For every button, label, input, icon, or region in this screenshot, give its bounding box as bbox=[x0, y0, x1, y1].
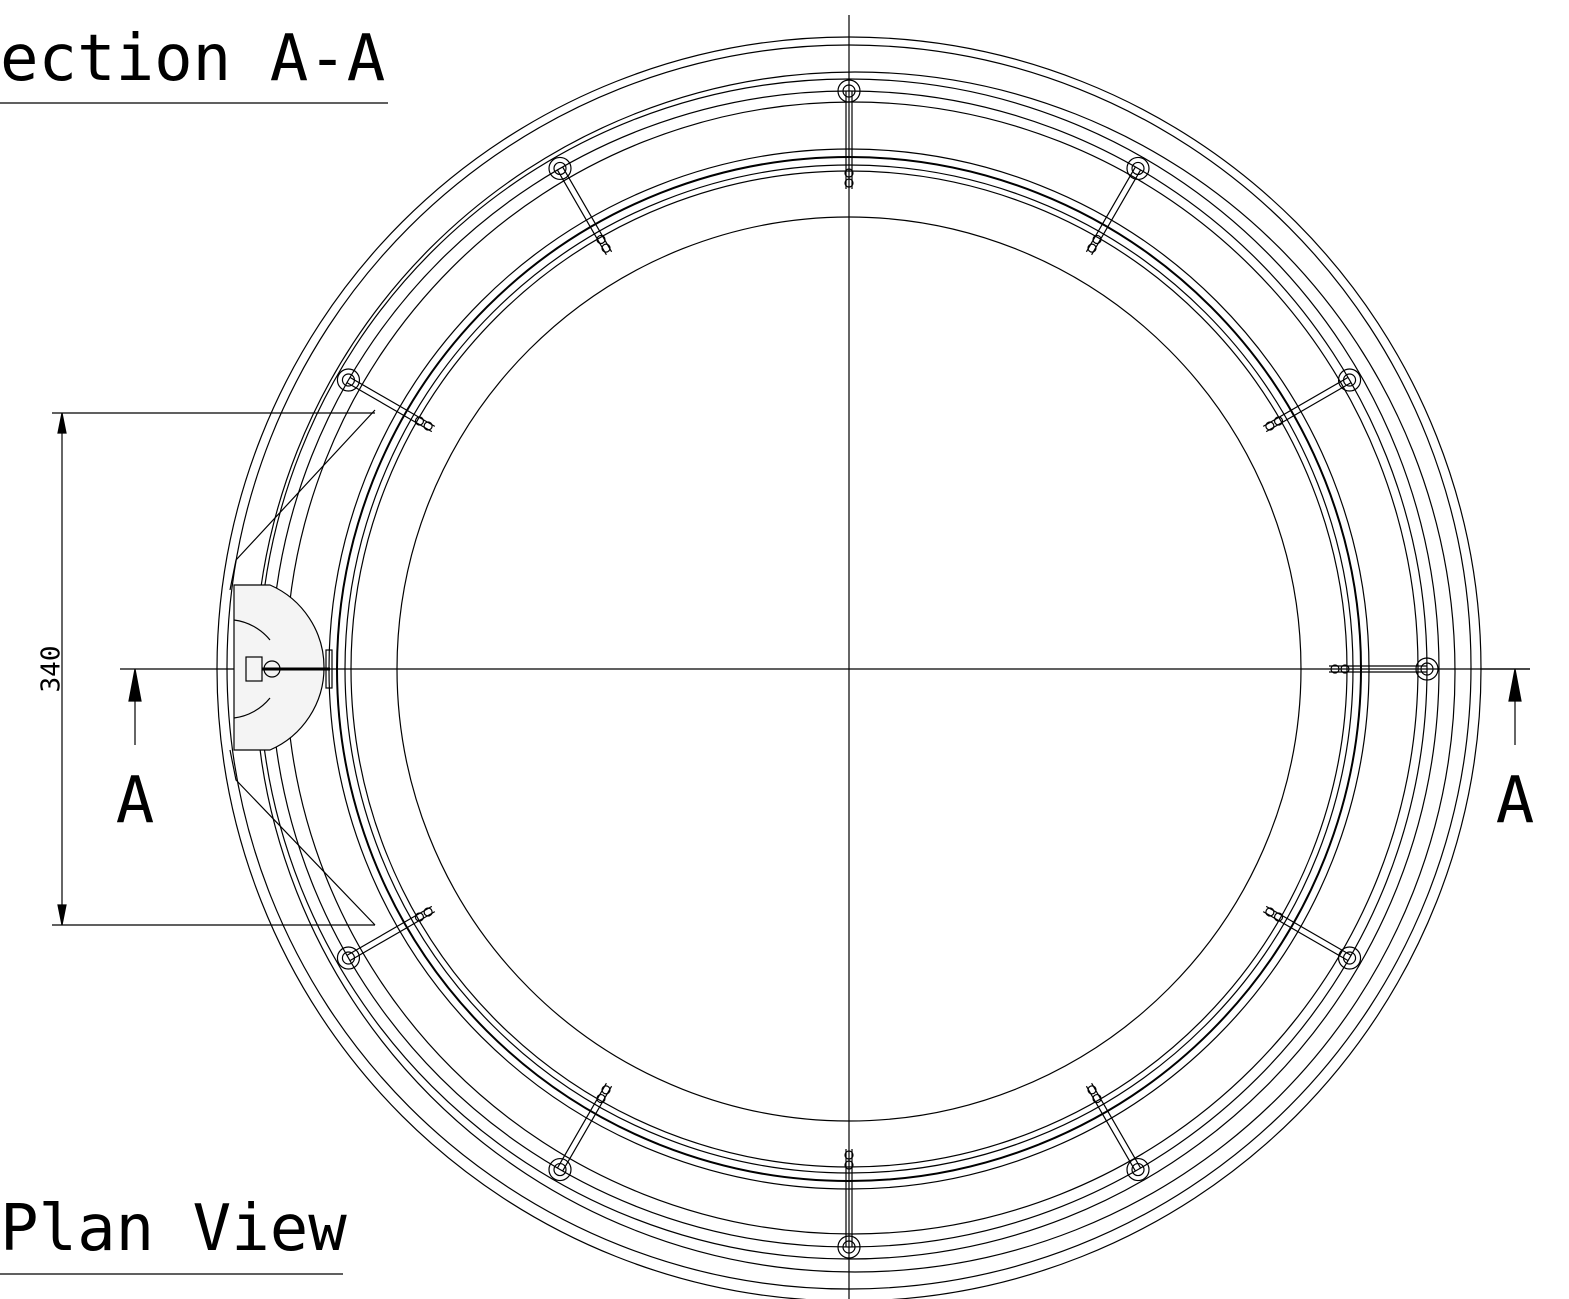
bolt-rod bbox=[346, 382, 433, 433]
bolt-rod bbox=[346, 905, 433, 956]
bolt-head bbox=[1337, 946, 1362, 970]
dimension-label: 340 bbox=[37, 646, 67, 693]
bolt-head bbox=[336, 368, 361, 392]
bolt-rod bbox=[1262, 911, 1349, 962]
centerlines bbox=[120, 15, 1530, 1299]
bolt-end bbox=[1273, 416, 1284, 426]
wedge bbox=[229, 409, 376, 926]
bolt-end bbox=[596, 234, 606, 245]
bolt-end bbox=[601, 243, 611, 253]
bolt-rod bbox=[556, 1082, 607, 1169]
bolt-rod bbox=[562, 166, 613, 253]
arrowheads bbox=[57, 412, 67, 926]
section-mark: A bbox=[116, 764, 155, 838]
bolt-end bbox=[1265, 421, 1275, 431]
bolt-head bbox=[548, 1157, 572, 1182]
bolt-rod bbox=[1265, 382, 1352, 433]
block-edge bbox=[233, 619, 271, 719]
section-mark: A bbox=[1496, 764, 1535, 838]
bolt-end bbox=[601, 1085, 611, 1095]
plan-title: Plan View bbox=[0, 1192, 347, 1266]
bolt-head bbox=[336, 946, 361, 970]
bolt-end bbox=[423, 907, 433, 917]
arrowhead bbox=[1508, 668, 1522, 702]
bolt-rod bbox=[349, 376, 436, 427]
bolt-head bbox=[1126, 156, 1150, 181]
bolt-rod bbox=[1091, 1082, 1142, 1169]
fitting bbox=[229, 409, 376, 926]
bolt-end bbox=[1273, 912, 1284, 922]
section-title: ection A-A bbox=[0, 22, 385, 96]
bolt-end bbox=[1087, 1085, 1097, 1095]
arrowhead bbox=[128, 668, 142, 702]
bolt-rod bbox=[556, 169, 607, 256]
plate bbox=[325, 649, 333, 689]
bolt-rod bbox=[1085, 1085, 1136, 1172]
bolt-rod bbox=[1265, 905, 1352, 956]
bolt-rod bbox=[1262, 376, 1349, 427]
bolt-head bbox=[548, 156, 572, 181]
bolt-rod bbox=[562, 1085, 613, 1172]
bolt-end bbox=[1092, 234, 1102, 245]
section-arrows bbox=[0, 102, 1530, 1275]
bolt-end bbox=[423, 421, 433, 431]
bolt-head bbox=[1126, 1157, 1150, 1182]
ring bbox=[254, 71, 1456, 1273]
bolt-end bbox=[414, 416, 425, 426]
bolt-rod bbox=[1085, 166, 1136, 253]
bolt-rod bbox=[349, 911, 436, 962]
bolt-end bbox=[596, 1093, 606, 1104]
bolt-rod bbox=[1091, 169, 1142, 256]
nut bbox=[263, 660, 281, 678]
bolt-end bbox=[1265, 907, 1275, 917]
bolts bbox=[336, 79, 1439, 1259]
bolt-head bbox=[1337, 368, 1362, 392]
bolt-end bbox=[1092, 1093, 1102, 1104]
ring bbox=[285, 101, 1419, 1235]
bolt-end bbox=[1087, 243, 1097, 253]
bolt-end bbox=[414, 912, 425, 922]
dimension bbox=[52, 412, 375, 926]
